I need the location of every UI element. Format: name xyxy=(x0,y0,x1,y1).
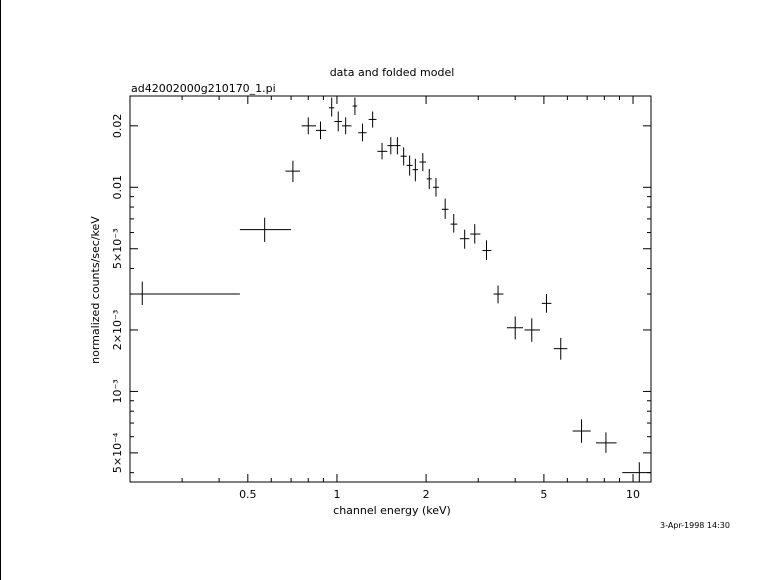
x-axis-label: channel energy (keV) xyxy=(333,504,451,517)
data-point xyxy=(482,240,492,261)
data-point xyxy=(334,111,342,132)
data-point xyxy=(441,198,449,219)
data-point xyxy=(400,147,407,166)
x-tick-label: 10 xyxy=(626,488,640,501)
timestamp-footer: 3-Apr-1998 14:30 xyxy=(660,521,730,530)
chart-subtitle: ad42002000g210170_1.pi xyxy=(131,82,276,95)
data-point xyxy=(622,462,651,482)
data-point xyxy=(328,97,335,117)
data-point xyxy=(426,168,432,190)
data-point xyxy=(553,337,568,360)
data-point xyxy=(412,158,419,182)
data-point xyxy=(316,121,327,140)
data-point xyxy=(406,155,413,176)
data-point xyxy=(432,178,439,197)
y-tick-label: 2×10⁻³ xyxy=(111,310,124,350)
data-point xyxy=(285,160,300,183)
data-point xyxy=(394,137,401,155)
data-point xyxy=(596,432,617,453)
data-point xyxy=(368,111,377,128)
chart-title: data and folded model xyxy=(330,66,455,79)
y-tick-label: 0.01 xyxy=(111,175,124,200)
data-point xyxy=(450,213,458,233)
y-tick-label: 0.02 xyxy=(111,114,124,138)
plot-frame xyxy=(129,95,652,483)
data-points xyxy=(130,97,651,482)
data-point xyxy=(470,224,481,244)
x-tick-label: 1 xyxy=(333,488,340,501)
data-point xyxy=(387,137,395,155)
data-point xyxy=(419,153,427,172)
data-point xyxy=(506,316,524,340)
data-point xyxy=(377,142,388,160)
y-tick-label: 10⁻³ xyxy=(111,379,124,403)
data-point xyxy=(239,217,292,242)
data-point xyxy=(493,285,504,304)
data-point xyxy=(572,419,591,443)
data-point xyxy=(524,318,540,342)
data-point xyxy=(358,123,367,142)
data-point xyxy=(352,97,358,115)
x-tick-label: 5 xyxy=(540,488,547,501)
data-point xyxy=(541,294,552,313)
data-point xyxy=(459,229,470,249)
y-tick-label: 5×10⁻⁴ xyxy=(111,432,124,473)
axis-ticks: 0.5 1 2 5 10 0.02 0.01 5×10⁻³ 2×10⁻³ 10⁻³ 5×10⁻⁴ xyxy=(111,96,651,501)
y-tick-label: 5×10⁻³ xyxy=(111,229,124,269)
data-point xyxy=(130,281,240,306)
data-point xyxy=(301,117,317,135)
x-tick-label: 0.5 xyxy=(239,488,257,501)
window-edge-line xyxy=(0,0,1,580)
data-point xyxy=(341,117,352,135)
x-tick-label: 2 xyxy=(423,488,430,501)
y-axis-label: normalized counts/sec/keV xyxy=(89,216,102,364)
